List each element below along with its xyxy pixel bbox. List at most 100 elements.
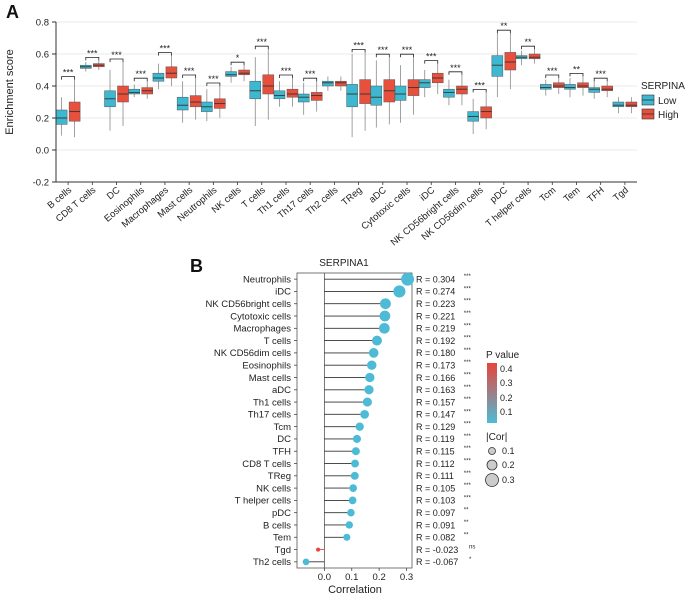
box-high [601, 85, 613, 92]
significance-label: ** [525, 37, 533, 47]
lollipop-row-label: Tem [273, 533, 291, 544]
significance-label: *** [208, 74, 219, 84]
lollipop-dot [302, 558, 310, 566]
lollipop-row-label: B cells [263, 520, 291, 531]
boxplot-x-tick-label: T helper cells [484, 185, 534, 230]
box-low [418, 79, 431, 88]
lollipop-row-label: CD8 T cells [242, 459, 291, 470]
significance-bracket [569, 73, 584, 77]
lollipop-dot [367, 360, 377, 370]
boxplot-legend: SERPINA1 Low High [641, 81, 685, 121]
significance-label: *** [87, 48, 98, 58]
box-low [370, 85, 383, 106]
significance-bracket [375, 53, 390, 58]
legend-high-label: High [658, 110, 679, 121]
lollipop-row-label: Th17 cells [248, 410, 292, 421]
significance-label: *** [184, 66, 195, 76]
boxplot-y-tick-label: 0.6 [36, 50, 49, 61]
boxplot-x-tick-label: TFH [585, 185, 606, 205]
box-low [443, 88, 455, 98]
lollipop-dot [350, 471, 359, 480]
lollipop-r-value: R = 0.119 [416, 434, 455, 444]
lollipop-sig-marker: ns [469, 545, 475, 551]
box-low [249, 80, 262, 100]
lollipop-dot [352, 434, 362, 443]
lollipop-r-value: R = 0.115 [416, 447, 455, 457]
lollipop-row-label: TFH [273, 447, 292, 458]
boxplot-x-tick-label: Tgd [611, 185, 631, 204]
lollipop-sig-marker: *** [464, 360, 472, 366]
box-high [625, 101, 638, 108]
boxplot-y-tick-label: 0.2 [36, 114, 49, 125]
box-low [491, 55, 504, 77]
lollipop-r-value: R = 0.111 [416, 471, 454, 481]
lollipop-axes: Neutrophils R = 0.304 ***iDC R = 0.274 ***NK… [205, 274, 475, 583]
lollipop-dot [371, 335, 382, 346]
lollipop-x-tick-label: 0.2 [373, 572, 386, 583]
boxplot-y-axis-label: Enrichment score [4, 49, 16, 135]
lollipop-x-tick-label: 0.3 [400, 572, 413, 583]
box-high [262, 74, 275, 95]
lollipop-row-label: Cytotoxic cells [230, 311, 291, 322]
box-low [55, 109, 68, 125]
lollipop-sig-marker: *** [464, 471, 472, 477]
box-low [564, 84, 576, 90]
boxplot-boxes: ****** ********************** ****** *** ***… [55, 21, 638, 138]
lollipop-row-label: pDC [272, 508, 291, 519]
significance-bracket [496, 29, 511, 34]
lollipop-dot [378, 322, 390, 334]
significance-bracket [303, 77, 318, 82]
lollipop-plot-frame [296, 272, 413, 569]
significance-label: *** [305, 69, 316, 79]
significance-label: *** [135, 69, 146, 79]
box-high [286, 88, 299, 98]
lollipop-dot [368, 348, 379, 358]
lollipop-sig-marker: *** [464, 459, 472, 465]
significance-bracket [400, 53, 414, 58]
lollipop-row-label: Th1 cells [253, 397, 291, 408]
lollipop-dot [364, 385, 374, 395]
box-low [297, 93, 310, 103]
lollipop-dot [362, 397, 372, 407]
lollipop-dot [380, 298, 391, 310]
lollipop-sig-marker: ** [464, 508, 469, 514]
lollipop-x-tick-label: 0.1 [345, 572, 358, 583]
legend-low-label: Low [658, 96, 677, 107]
boxplot-y-tick-label: 0.4 [36, 82, 49, 93]
box-low [128, 88, 140, 95]
significance-bracket [133, 77, 148, 82]
lollipop-sig-marker: *** [464, 311, 472, 317]
lollipop-dot [355, 422, 364, 431]
lollipop-r-value: R = 0.304 [416, 274, 455, 284]
box-low [394, 85, 407, 101]
significance-bracket [85, 57, 100, 61]
cor-legend-circle [488, 447, 496, 455]
lollipop-rows [302, 272, 415, 568]
significance-label: *** [547, 66, 558, 76]
p-value-colorbar [487, 363, 497, 423]
cor-legend-title: |Cor| [486, 432, 507, 443]
lollipop-sig-marker: *** [464, 372, 472, 378]
lollipop-row-label: Eosinophils [242, 360, 291, 371]
box-high [189, 95, 202, 108]
cor-legend-circle [485, 473, 499, 487]
lollipop-r-value: R = 0.091 [416, 520, 455, 530]
lollipop-row-label: Tgd [275, 545, 291, 556]
lollipop-r-value: R = 0.097 [416, 508, 455, 518]
box-high [238, 69, 250, 76]
lollipop-row-label: Th2 cells [253, 557, 291, 568]
lollipop-x-axis-label: Correlation [328, 584, 382, 596]
lollipop-row-label: NK CD56bright cells [205, 299, 291, 310]
panel-a-label: A [6, 2, 19, 22]
lollipop-dot [351, 447, 360, 456]
significance-label: *** [160, 44, 171, 54]
lollipop-r-value: R = 0.112 [416, 459, 455, 469]
box-high [359, 79, 371, 104]
lollipop-sig-marker: *** [464, 397, 472, 403]
p-value-legend: P value 0.4 0.3 0.2 0.1 [486, 350, 520, 423]
lollipop-sig-marker: *** [464, 483, 472, 489]
significance-bracket [472, 89, 487, 93]
lollipop-row-label: Mast cells [249, 373, 291, 384]
lollipop-dot [349, 484, 357, 492]
significance-bracket [254, 45, 269, 50]
